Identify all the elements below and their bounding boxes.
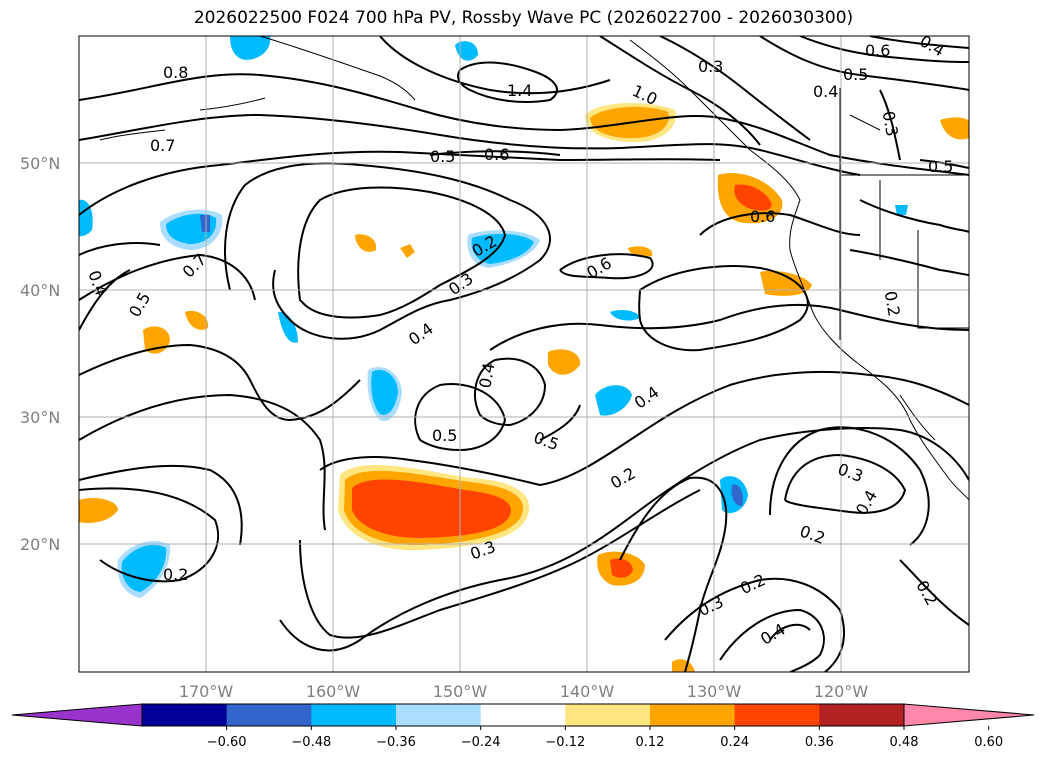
- colorbar-label: 0.48: [890, 735, 919, 750]
- contour-label: 0.5: [430, 147, 455, 166]
- colorbar-extend-high: [903, 703, 1035, 727]
- colorbar-swatch: [226, 704, 312, 726]
- contour-label: 0.6: [865, 41, 890, 60]
- colorbar-label: 0.36: [805, 735, 834, 750]
- contour-label: 0.4: [475, 361, 498, 389]
- colorbar-swatch: [311, 704, 397, 726]
- colorbar-swatch: [480, 704, 566, 726]
- longitude-labels: 170°W 160°W 150°W 140°W 130°W 120°W: [179, 682, 869, 701]
- contour-label: 0.3: [879, 110, 902, 138]
- lon-label: 130°W: [687, 682, 742, 701]
- graticule: [79, 36, 969, 672]
- map-title: 2026022500 F024 700 hPa PV, Rossby Wave …: [193, 8, 854, 28]
- lat-label: 20°N: [20, 535, 60, 554]
- colorbar-label: −0.48: [291, 735, 331, 750]
- map-border: [78, 35, 970, 673]
- lat-label: 50°N: [20, 154, 60, 173]
- colorbar-label: 0.12: [636, 735, 665, 750]
- contour-label: 1.4: [507, 81, 532, 100]
- colorbar-label: −0.60: [207, 735, 247, 750]
- contour-label: 0.4: [813, 82, 838, 101]
- lon-label: 160°W: [306, 682, 361, 701]
- colorbar-label: −0.24: [461, 735, 501, 750]
- contour-label: 0.8: [163, 63, 188, 82]
- contour-label: 0.5: [432, 426, 457, 445]
- colorbar-swatch: [734, 704, 820, 726]
- contour-label: 0.2: [881, 290, 904, 318]
- colorbar: −0.60 −0.48 −0.36 −0.24 −0.12 0.12 0.24 0.36 0.4…: [11, 703, 1035, 750]
- colorbar-swatch: [650, 704, 736, 726]
- colorbar-swatch: [142, 704, 228, 726]
- map-area: [79, 36, 969, 672]
- contour-label: 0.7: [150, 136, 175, 155]
- colorbar-label: 0.60: [974, 735, 1003, 750]
- lon-label: 170°W: [179, 682, 234, 701]
- latitude-labels: 50°N 40°N 30°N 20°N: [20, 154, 60, 554]
- contour-label: 0.5: [928, 157, 953, 176]
- contour-label: 0.2: [163, 565, 188, 584]
- contour-label: 0.6: [750, 207, 775, 226]
- colorbar-extend-low: [11, 703, 143, 727]
- coastlines: [99, 36, 969, 501]
- contour-label: 0.5: [843, 65, 868, 84]
- colorbar-swatch: [565, 704, 651, 726]
- lon-label: 140°W: [560, 682, 615, 701]
- lat-label: 30°N: [20, 408, 60, 427]
- colorbar-label: 0.24: [720, 735, 749, 750]
- lat-label: 40°N: [20, 281, 60, 300]
- pv-contours: [79, 36, 969, 672]
- colorbar-outline: [141, 703, 905, 727]
- colorbar-label: −0.36: [376, 735, 416, 750]
- lon-label: 120°W: [814, 682, 869, 701]
- colorbar-swatch: [819, 704, 905, 726]
- colorbar-swatch: [396, 704, 482, 726]
- contour-label: 0.3: [698, 57, 723, 76]
- colorbar-label: −0.12: [545, 735, 585, 750]
- pv-anomaly-shading: [79, 36, 969, 672]
- contour-label: 0.6: [484, 145, 509, 164]
- lon-label: 150°W: [433, 682, 488, 701]
